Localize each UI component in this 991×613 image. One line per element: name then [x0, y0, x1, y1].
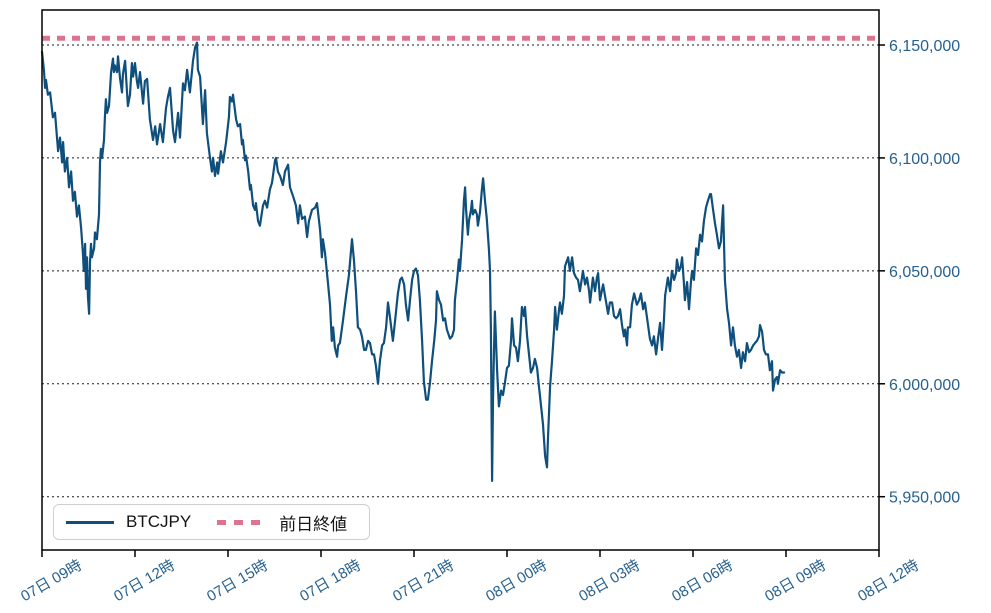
x-tick-label: 07日 09時 [18, 557, 85, 605]
axis-ticks [41, 44, 885, 557]
y-tick-label: 6,150,000 [889, 38, 960, 55]
x-tick-label: 07日 15時 [204, 557, 271, 605]
legend-item-prev-close: 前日終値 [217, 510, 347, 535]
x-tick-label: 08日 12時 [855, 557, 922, 605]
y-tick-label: 5,950,000 [889, 490, 960, 507]
x-tick-label: 08日 09時 [762, 557, 829, 605]
y-tick-label: 6,000,000 [889, 377, 960, 394]
x-tick-label: 08日 03時 [576, 557, 643, 605]
price-line-series [40, 41, 786, 482]
legend-label-btcjpy: BTCJPY [126, 512, 192, 531]
plot-border [41, 9, 880, 551]
plot-frame [41, 9, 880, 551]
y-tick-label: 6,050,000 [889, 264, 960, 281]
x-tick-label: 08日 00時 [483, 557, 550, 605]
legend: BTCJPY 前日終値 [53, 504, 371, 540]
x-tick-label: 07日 12時 [111, 557, 178, 605]
x-tick-label: 07日 18時 [297, 557, 364, 605]
btcjpy-price-line [40, 41, 786, 482]
prev-close-dash-swatch [217, 519, 268, 525]
legend-label-prev-close: 前日終値 [279, 514, 348, 534]
y-tick-label: 6,100,000 [889, 151, 960, 168]
legend-item-btcjpy: BTCJPY [66, 512, 191, 532]
x-tick-label: 07日 21時 [390, 557, 457, 605]
x-tick-label: 08日 06時 [669, 557, 736, 605]
btcjpy-line-swatch [66, 520, 114, 524]
